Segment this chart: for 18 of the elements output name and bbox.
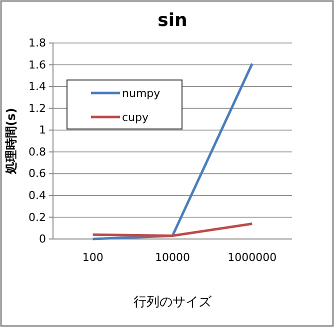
y-tick-label: 1.4 <box>28 80 46 94</box>
y-tick-label: 0.4 <box>28 188 46 202</box>
y-tick-label: 1.2 <box>28 102 46 115</box>
x-tick-label: 10000 <box>155 250 190 264</box>
y-tick-label: 1.8 <box>28 36 46 50</box>
x-axis-title: 行列のサイズ <box>134 295 212 310</box>
legend-label: numpy <box>122 87 161 100</box>
y-axis-title: 処理時間(s) <box>4 108 18 176</box>
x-tick-label: 100 <box>82 250 104 264</box>
y-tick-label: 0 <box>39 232 46 246</box>
y-tick-label: 1 <box>39 124 46 137</box>
legend-label: cupy <box>122 111 149 124</box>
y-tick-label: 1.6 <box>28 58 46 72</box>
y-tick-label: 0.8 <box>28 145 46 158</box>
y-tick-label: 0.6 <box>28 167 46 180</box>
y-tick-label: 0.2 <box>28 210 46 224</box>
x-tick-label: 1000000 <box>228 250 277 264</box>
chart-title: sin <box>158 10 188 31</box>
